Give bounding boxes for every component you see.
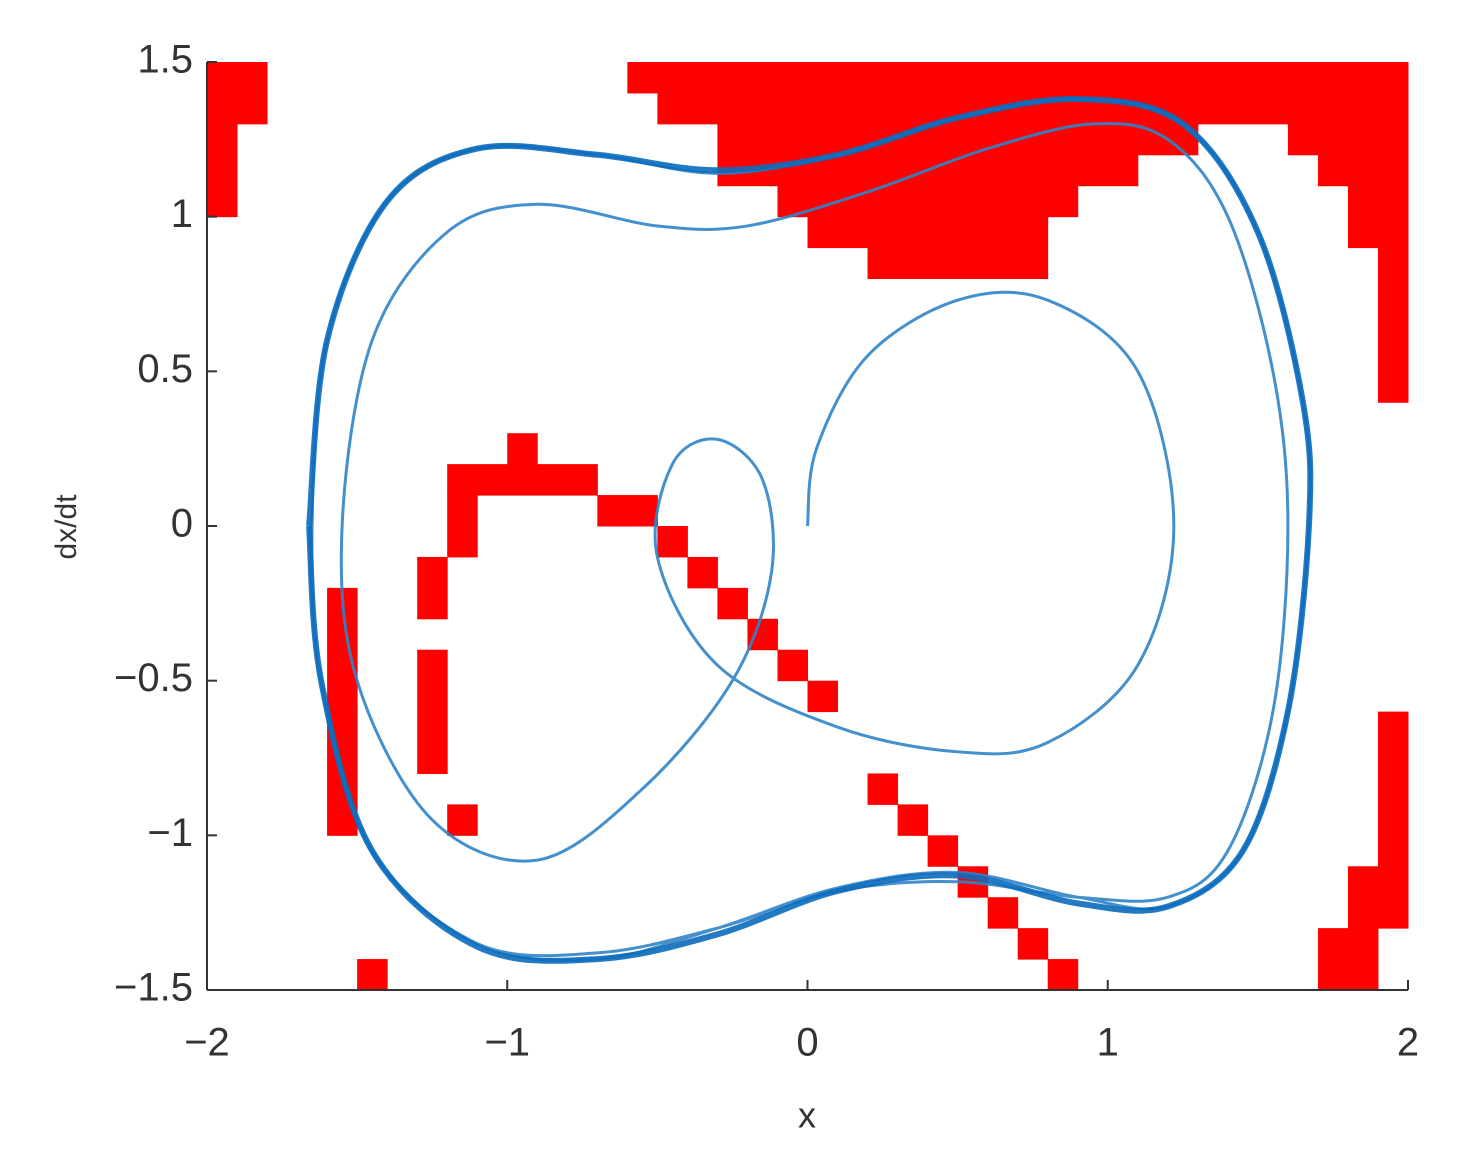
y-tick-label: −0.5 [114,656,193,700]
region-cell [717,587,748,620]
region-cell [1377,247,1409,403]
region-cell [1377,711,1409,929]
region-cell [207,123,238,218]
trajectory [306,96,1314,964]
region-cell [627,62,1409,94]
region-cell [657,526,688,558]
region-cell [327,587,358,836]
region-cell [597,495,658,527]
region-cell [1317,928,1379,991]
region-cell [987,897,1019,929]
region-cell [777,185,1079,218]
region-cell [897,804,929,836]
region-cell [1317,154,1409,187]
y-tick-label: −1 [147,811,193,855]
region-cell [1047,959,1079,991]
region-cell [717,123,1199,156]
x-tick-label: 1 [1097,1021,1119,1065]
x-tick-label: −1 [484,1021,530,1065]
region-cell [357,959,388,991]
x-tick-label: −2 [184,1021,230,1065]
y-tick-label: 1.5 [137,38,193,82]
region-cell [807,680,839,713]
region-cell [207,62,268,125]
x-tick-label: 2 [1397,1021,1419,1065]
region-cell [867,247,1049,280]
region-cell [447,495,478,558]
x-tick-label: 0 [796,1021,818,1065]
region-cell [447,804,478,836]
region-cell [447,464,598,496]
region-cell [417,649,448,774]
y-axis-label: dx/dt [50,494,83,560]
region-cell [417,556,448,620]
region-cell [507,433,538,465]
region-cell [867,773,899,805]
region-cell [1347,185,1409,249]
region-cell [807,216,1049,249]
region-cell [777,649,808,682]
region-cell [687,556,718,589]
region-cell [1017,928,1049,960]
y-tick-label: 0 [171,502,193,546]
region-cell [927,835,959,867]
region-cell [657,92,1409,125]
y-tick-label: −1.5 [114,966,193,1010]
region-cell [747,618,778,651]
y-tick-label: 0.5 [137,347,193,391]
region-cell [1347,866,1379,929]
x-axis-label: x [798,1095,816,1136]
y-tick-label: 1 [171,192,193,236]
region-cell [1287,123,1409,156]
